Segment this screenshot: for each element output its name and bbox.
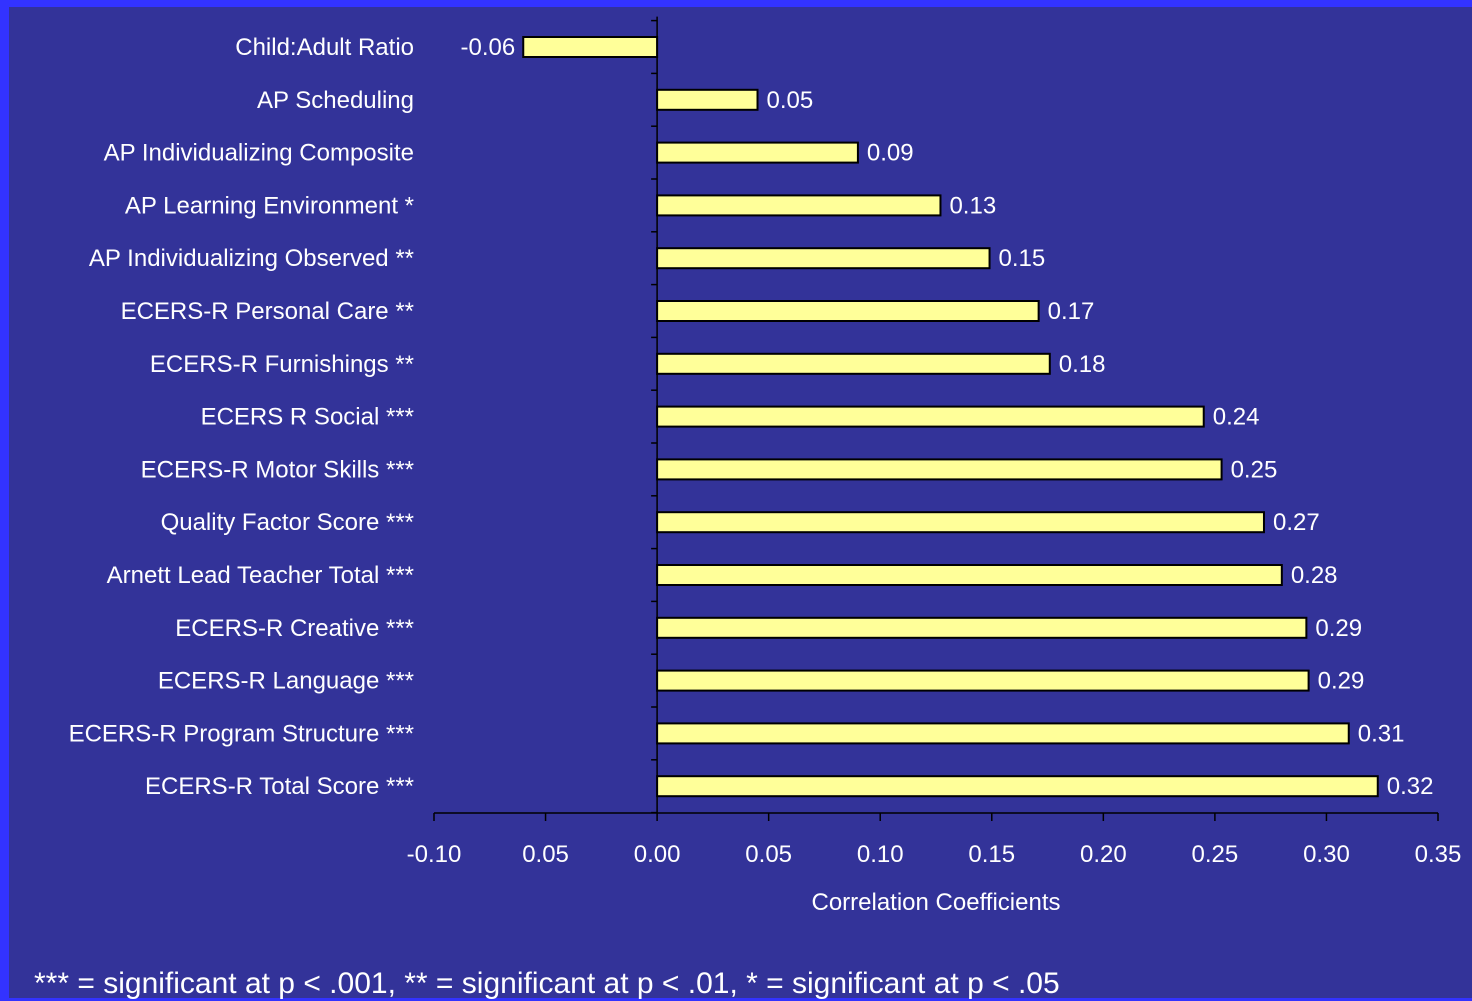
bar xyxy=(656,722,1350,745)
bar xyxy=(656,141,859,164)
value-label: 0.32 xyxy=(1387,773,1434,800)
value-label: 0.31 xyxy=(1358,720,1405,747)
category-label: ECERS-R Total Score *** xyxy=(145,773,414,800)
category-label: ECERS-R Language *** xyxy=(158,668,414,695)
category-label: AP Learning Environment * xyxy=(125,192,414,219)
significance-footnote: *** = significant at p < .001, ** = sign… xyxy=(34,967,1060,1000)
value-label: 0.24 xyxy=(1213,404,1260,431)
value-label: 0.05 xyxy=(767,87,814,114)
value-label: 0.29 xyxy=(1315,615,1362,642)
x-tick-label: 0.25 xyxy=(1192,841,1239,868)
x-tick-label: 0.35 xyxy=(1415,841,1462,868)
value-label: 0.18 xyxy=(1059,351,1106,378)
x-tick-label: 0.30 xyxy=(1303,841,1350,868)
category-label: Quality Factor Score *** xyxy=(161,509,414,536)
bar xyxy=(656,511,1265,534)
bar xyxy=(656,405,1205,428)
category-label: Child:Adult Ratio xyxy=(235,34,414,61)
x-tick-label: 0.00 xyxy=(634,841,681,868)
tick-labels-group: -0.10 0.05 0.00 0.05 0.10 0.15 0.20 0.25 0.30 0.3… xyxy=(407,841,1462,868)
x-tick-label: 0.20 xyxy=(1080,841,1127,868)
category-label: AP Scheduling xyxy=(257,87,414,114)
value-labels-group: -0.06 0.05 0.09 0.130.150.17 0.18 0.24 0.25 0.2… xyxy=(461,34,1434,800)
axes-group xyxy=(433,16,1439,821)
value-label: 0.13 xyxy=(949,192,996,219)
category-label: ECERS-R Creative *** xyxy=(175,615,414,642)
bar xyxy=(656,564,1283,586)
value-label: 0.25 xyxy=(1231,456,1278,483)
bar xyxy=(656,352,1051,375)
bar xyxy=(656,775,1379,798)
category-label: ECERS-R Motor Skills *** xyxy=(141,456,414,483)
x-axis-title: Correlation Coefficients xyxy=(811,889,1060,916)
value-label: 0.17 xyxy=(1048,298,1095,325)
bar xyxy=(522,36,659,58)
bar xyxy=(656,458,1223,481)
value-label: 0.15 xyxy=(999,245,1046,272)
category-label: ECERS-R Program Structure *** xyxy=(69,720,414,747)
value-label: 0.09 xyxy=(867,140,914,167)
value-label: 0.28 xyxy=(1291,562,1338,589)
bar-chart: Child:Adult Ratio AP Scheduling AP Individ… xyxy=(69,16,1462,916)
x-tick-label: 0.10 xyxy=(857,841,904,868)
slide-background: Child:Adult Ratio AP Scheduling AP Individ… xyxy=(9,7,1472,1000)
category-label: ECERS R Social *** xyxy=(201,404,414,431)
bar xyxy=(656,300,1040,322)
category-label: AP Individualizing Composite xyxy=(104,140,414,167)
bar xyxy=(656,247,991,270)
x-tick-label: 0.15 xyxy=(968,841,1015,868)
category-label: ECERS-R Furnishings ** xyxy=(150,351,414,378)
category-label: AP Individualizing Observed ** xyxy=(89,245,414,272)
bar xyxy=(656,88,759,111)
category-labels-group: Child:Adult Ratio AP Scheduling AP Individ… xyxy=(69,34,414,800)
x-tick-label: -0.10 xyxy=(407,841,462,868)
x-tick-label: 0.05 xyxy=(745,841,792,868)
value-label: 0.29 xyxy=(1318,668,1365,695)
category-label: Arnett Lead Teacher Total *** xyxy=(107,562,414,589)
bar xyxy=(656,616,1308,639)
value-label: 0.27 xyxy=(1273,509,1320,536)
x-tick-label: 0.05 xyxy=(522,841,569,868)
value-label: -0.06 xyxy=(461,34,516,61)
bar xyxy=(656,194,942,217)
bar xyxy=(656,669,1310,692)
category-label: ECERS-R Personal Care ** xyxy=(121,298,414,325)
